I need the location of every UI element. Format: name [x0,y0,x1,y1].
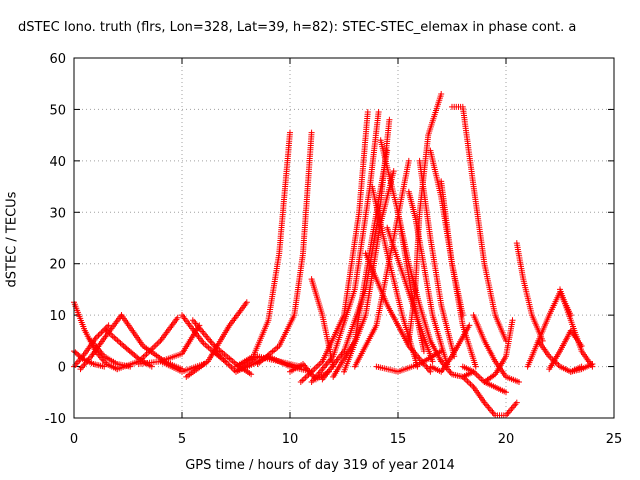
series-36 [427,322,473,375]
axis-ticks: 0 5 10 15 20 25 -10 0 10 20 30 40 50 60 [45,52,623,447]
x-tick-label: 25 [606,432,623,447]
series-16 [254,129,315,367]
series-48-points [546,327,585,373]
series-31 [395,209,445,365]
y-tick-label: 50 [49,103,66,118]
series-21 [308,109,382,385]
series-16-points [254,129,315,367]
series-39 [449,103,509,344]
series-32-points [405,188,451,370]
series-39-points [449,103,509,344]
x-tick-label: 5 [178,432,186,447]
series-49-points [567,361,596,375]
series-14 [233,129,293,370]
series-41-points [459,373,520,419]
series-41 [459,373,520,419]
chart-title: dSTEC Iono. truth (flrs, Lon=328, Lat=39… [18,20,577,35]
series-34-points [416,157,458,360]
x-tick-label: 10 [282,432,299,447]
x-tick-label: 0 [70,432,78,447]
x-tick-label: 15 [390,432,407,447]
series-24 [341,168,397,375]
y-axis-label: dSTEC / TECUs [4,191,20,288]
series-35-points [427,147,466,319]
series-31-points [395,209,445,365]
series-28-points [384,224,436,365]
series-47-points [557,286,596,370]
series-47 [557,286,596,370]
series-37-points [438,178,479,370]
y-tick-label: 30 [49,206,66,221]
series-35 [427,147,466,319]
data-points [71,91,596,419]
series-43-points [481,317,516,385]
y-tick-label: 60 [49,52,66,67]
y-tick-label: -10 [45,412,66,427]
grid-lines [74,58,614,418]
y-tick-label: 20 [49,258,66,273]
series-28 [384,224,436,365]
series-14-points [233,129,293,370]
series-49 [567,361,596,375]
y-tick-label: 0 [58,361,66,376]
x-tick-label: 20 [498,432,515,447]
series-32 [405,188,451,370]
series-24-points [341,168,397,375]
series-33-points [405,91,445,344]
series-36-points [427,322,473,375]
y-tick-label: 40 [49,155,66,170]
plot-frame [73,57,615,419]
series-20 [297,109,371,385]
series-43 [481,317,516,385]
series-33 [405,91,445,344]
x-axis-label: GPS time / hours of day 319 of year 2014 [185,458,455,473]
y-tick-label: 10 [49,309,66,324]
series-34 [416,157,458,360]
series-48 [546,327,585,373]
series-44 [513,240,546,344]
series-44-points [513,240,546,344]
series-37 [438,178,479,370]
series-21-points [308,109,382,385]
series-20-points [297,109,371,385]
